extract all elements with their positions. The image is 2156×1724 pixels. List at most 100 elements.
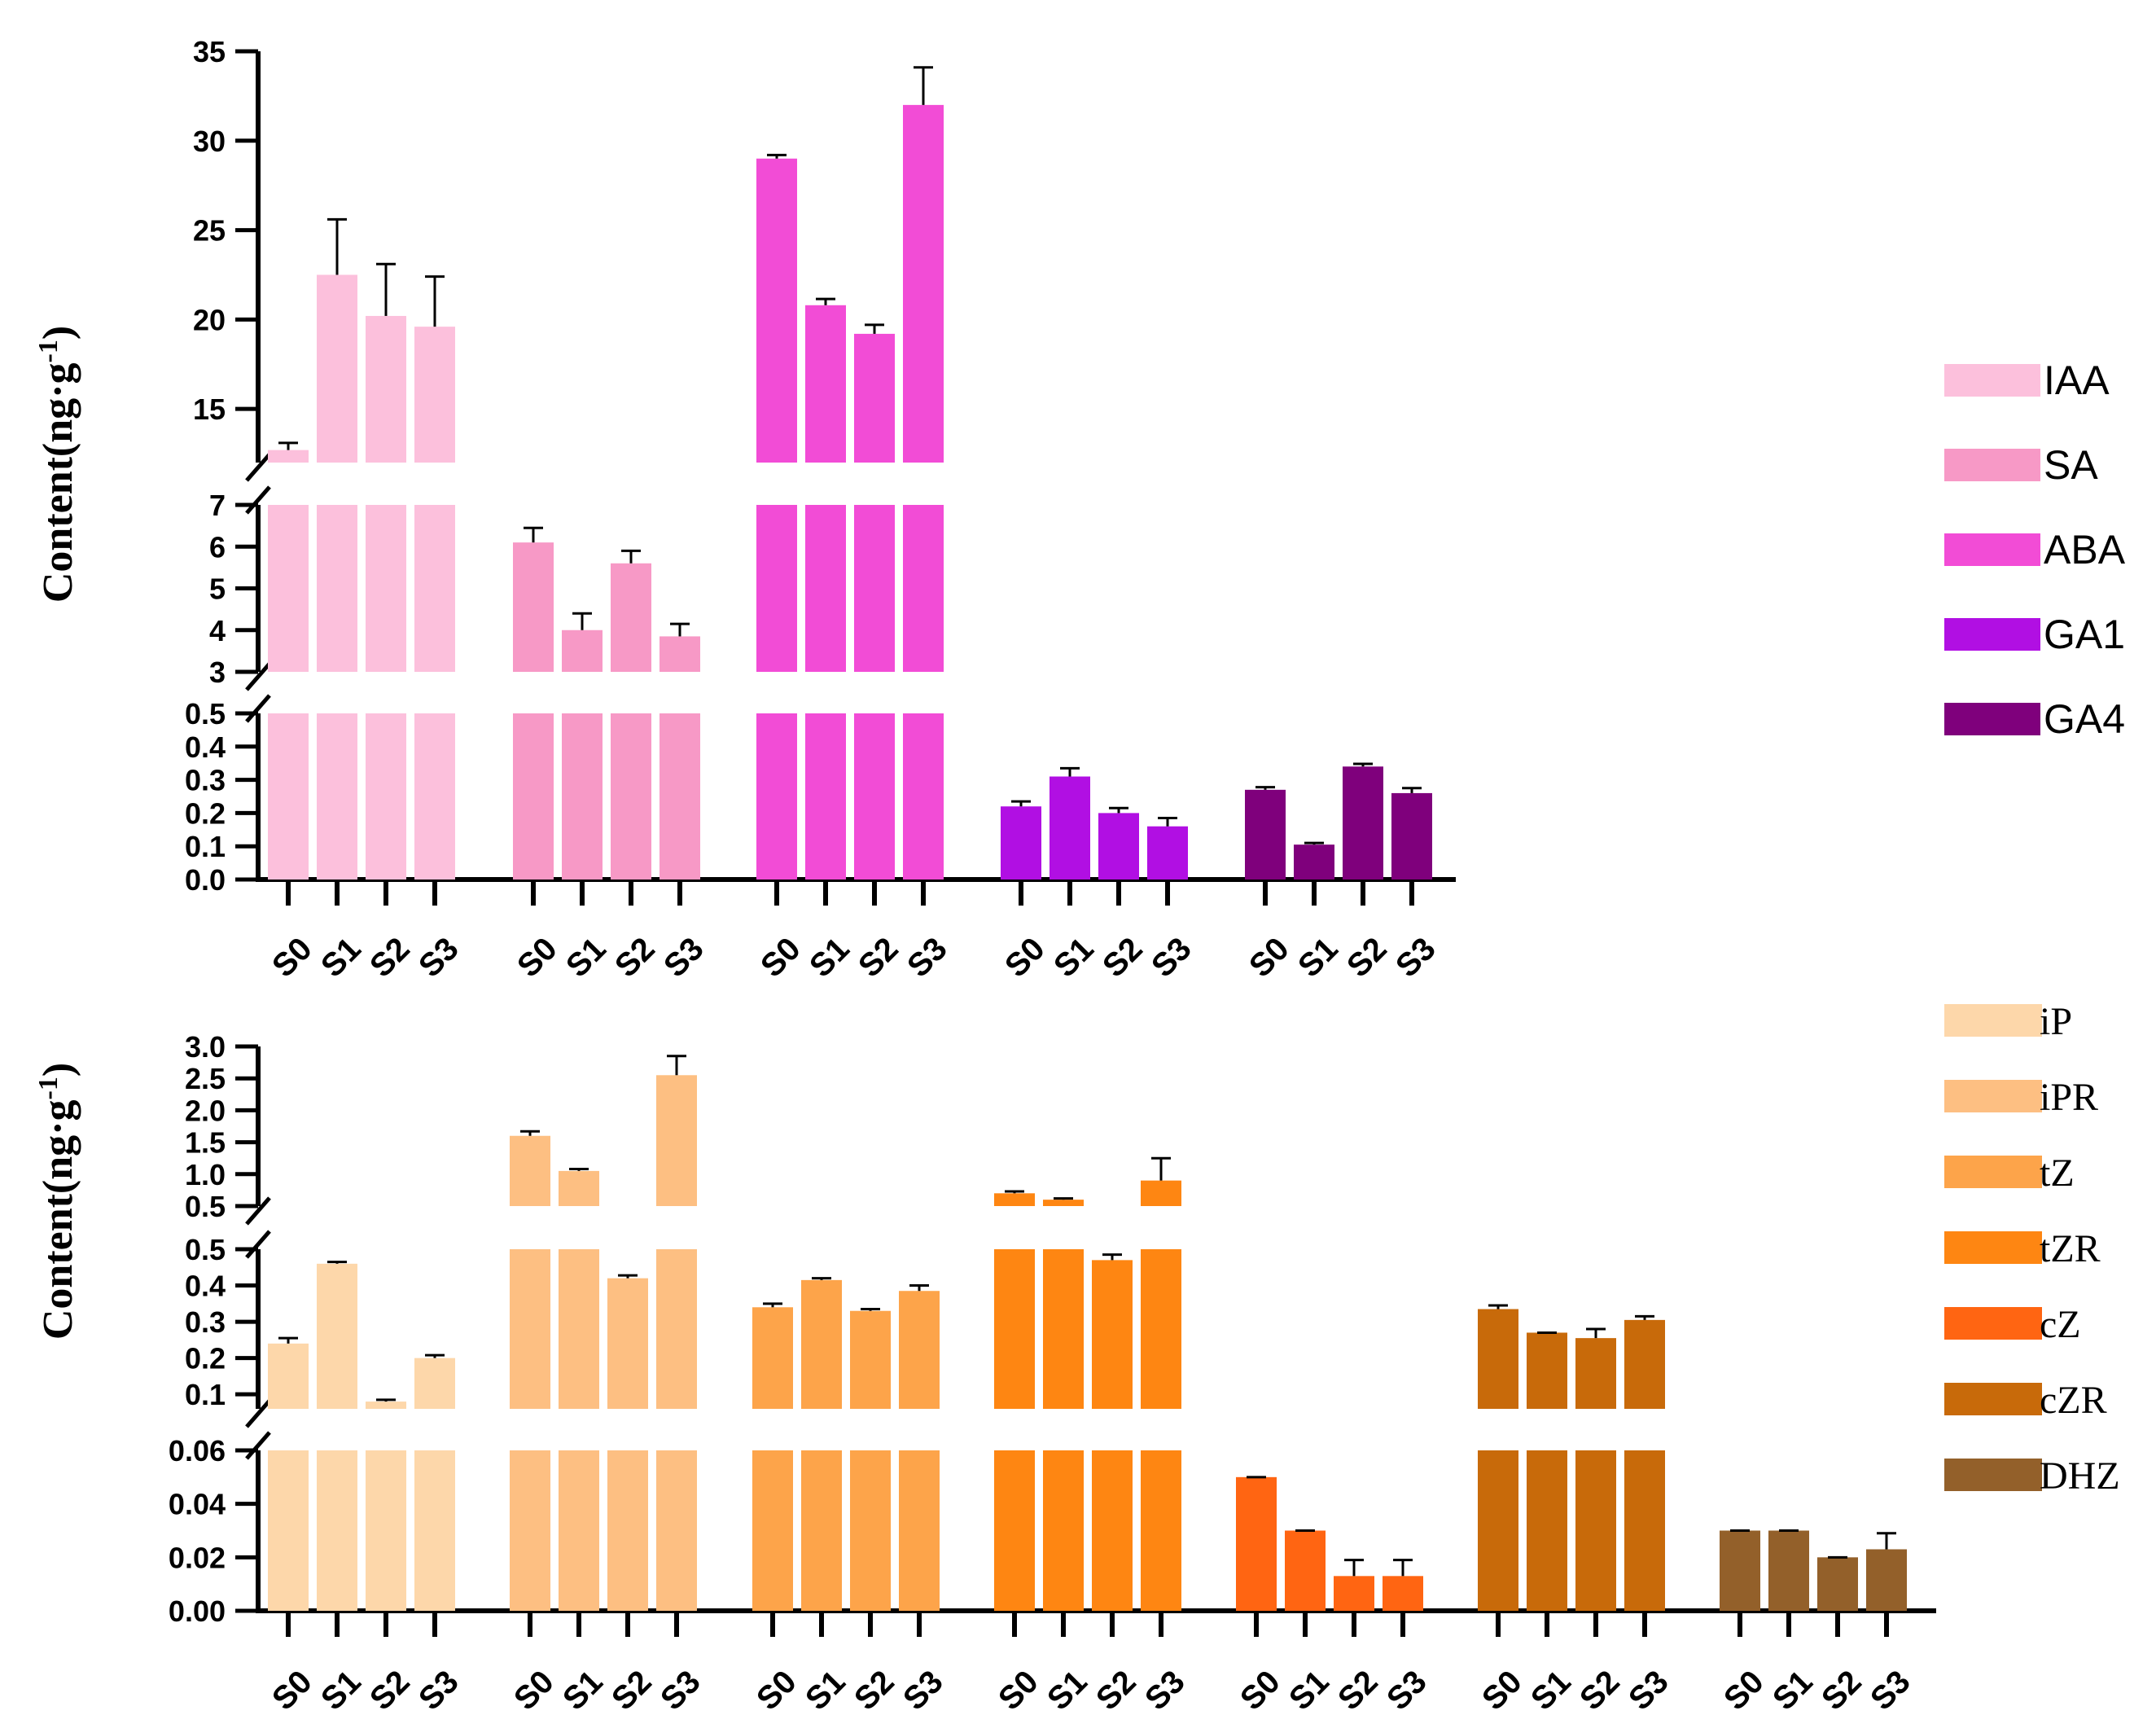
y-tick-label: 0.00 [169,1595,226,1628]
y-axis-label: Content(ng·g-1) [33,326,81,603]
bar-tzr-s0 [994,1450,1035,1611]
axis-break-mark [245,1399,271,1428]
axis-break-mark [245,1431,271,1460]
y-tick-label: 1.5 [185,1126,226,1160]
x-tick-label: S1 [1766,1664,1820,1717]
x-tick-label: S2 [1815,1664,1869,1717]
y-tick-label: 0.4 [185,730,226,764]
x-tick-label: S3 [1864,1664,1917,1717]
bar-aba-s0 [756,713,797,880]
bar-aba-s2 [854,505,895,672]
legend-swatch-ga4 [1944,703,2040,735]
y-tick-label: 30 [193,125,226,158]
legend-label-tz: tZ [2040,1152,2075,1195]
bottom-bar-chart: 0.51.01.52.02.53.00.10.20.30.40.50.000.0… [33,1000,2120,1717]
bar-iaa-s0 [268,713,309,880]
x-tick-label: S3 [1389,931,1443,985]
bar-sa-s2 [611,563,651,672]
y-tick-label: 5 [209,572,226,606]
bar-ip-s3 [414,1450,455,1611]
bar-iaa-s1 [317,713,357,880]
legend-swatch-dhz [1944,1459,2042,1491]
x-tick-label: S0 [1475,1664,1529,1717]
bar-ipr-s1 [559,1450,599,1611]
legend-label-ip: iP [2040,1000,2072,1043]
bar-tzr-s0 [994,1193,1035,1206]
x-tick-label: S3 [1145,931,1199,985]
bar-tz-s0 [752,1307,793,1409]
y-tick-label: 35 [193,35,226,68]
legend-swatch-czr [1944,1383,2042,1415]
series-ga4 [1245,762,1432,880]
legend-swatch-tz [1944,1156,2042,1188]
x-tick-label: S2 [1089,1664,1143,1717]
bar-tz-s2 [850,1310,891,1409]
y-tick-label: 0.0 [185,863,226,897]
bar-iaa-s2 [366,505,406,672]
x-tick-label: S1 [314,931,368,985]
bar-dhz-s0 [1720,1530,1760,1611]
y-tick-label: 2.5 [185,1062,226,1095]
bar-ga1-s0 [1001,806,1041,880]
legend-swatch-ip [1944,1004,2042,1037]
bar-sa-s3 [660,713,700,880]
axis-break-mark [245,1196,271,1226]
bar-cz-s0 [1236,1476,1277,1611]
bar-tzr-s1 [1043,1249,1084,1409]
bar-tz-s0 [752,1450,793,1611]
x-tick-label: S1 [1047,931,1101,985]
x-tick-label: S2 [363,931,417,985]
y-tick-label: 0.3 [185,764,226,797]
legend-label-tzr: tZR [2040,1227,2101,1270]
bar-ipr-s1 [559,1249,599,1409]
series-sa [513,526,700,880]
bar-sa-s1 [562,713,603,880]
series-ga1 [1001,766,1188,880]
bar-cz-s1 [1285,1530,1326,1611]
x-tick-label: S3 [412,931,466,985]
bar-tzr-s0 [994,1249,1035,1409]
y-tick-label: 0.02 [169,1541,226,1574]
y-tick-label: 3.0 [185,1030,226,1064]
bar-iaa-s2 [366,315,406,463]
bar-tz-s1 [801,1450,842,1611]
bar-tz-s3 [899,1450,940,1611]
x-tick-label: S2 [1573,1664,1627,1717]
bar-iaa-s1 [317,274,357,463]
bar-aba-s3 [903,505,944,672]
bar-czr-s2 [1575,1338,1616,1409]
x-tick-label: S3 [1622,1664,1676,1717]
x-tick-label: S3 [657,931,711,985]
series-ip [268,1261,455,1611]
y-tick-label: 6 [209,530,226,564]
bar-ipr-s2 [607,1450,648,1611]
legend-swatch-iaa [1944,364,2040,397]
series-dhz [1720,1529,1907,1611]
bar-sa-s2 [611,713,651,880]
x-tick-label: S0 [754,931,808,985]
y-tick-label: 2.0 [185,1094,226,1127]
bar-iaa-s2 [366,713,406,880]
bar-tz-s3 [899,1291,940,1409]
legend-swatch-aba [1944,533,2040,566]
bar-aba-s2 [854,713,895,880]
y-tick-label: 0.5 [185,1190,226,1223]
x-tick-label: S2 [848,1664,901,1717]
x-tick-label: S1 [1041,1664,1094,1717]
bar-ip-s2 [366,1450,406,1611]
bar-tzr-s2 [1092,1450,1133,1611]
x-tick-label: S0 [265,1664,319,1717]
bar-iaa-s0 [268,450,309,463]
y-tick-label: 0.5 [185,697,226,730]
y-tick-label: 25 [193,214,226,248]
bar-cz-s2 [1334,1576,1374,1611]
x-tick-label: S2 [1331,1664,1385,1717]
bar-ipr-s3 [656,1249,697,1409]
legend-swatch-tzr [1944,1231,2042,1264]
y-tick-label: 0.2 [185,1342,226,1375]
bar-ipr-s1 [559,1170,599,1206]
series-tz [752,1277,940,1611]
bar-ip-s2 [366,1402,406,1409]
bar-czr-s1 [1527,1332,1567,1409]
axis-break-mark [245,453,271,482]
